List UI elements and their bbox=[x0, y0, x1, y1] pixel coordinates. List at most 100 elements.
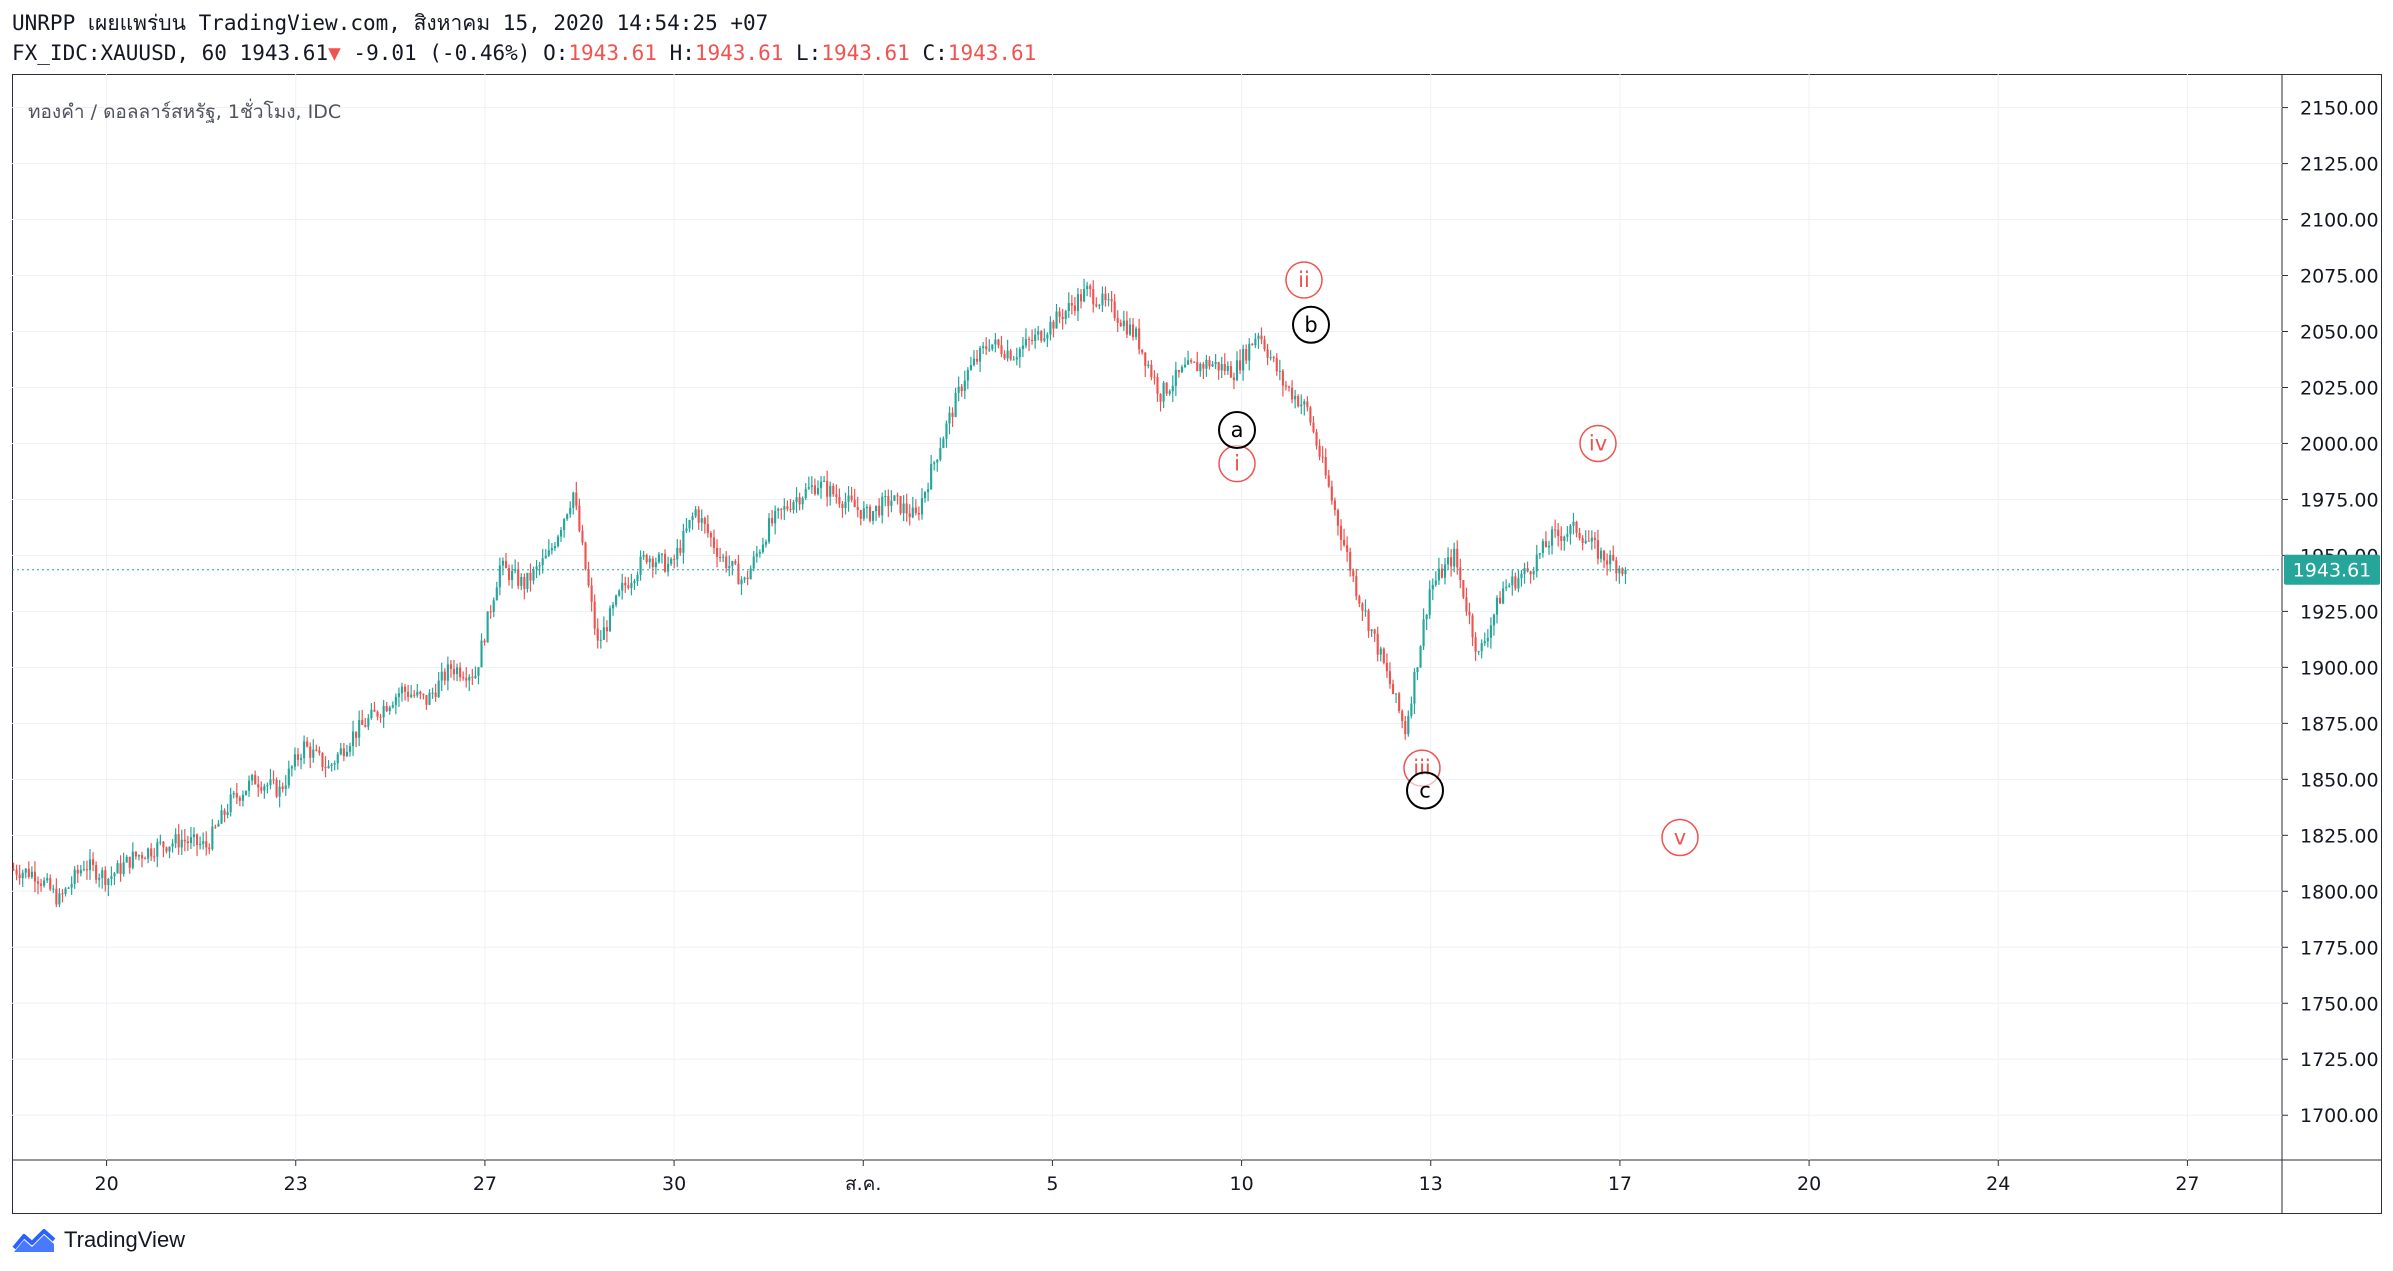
candle-body bbox=[24, 868, 27, 873]
candle-body bbox=[168, 846, 171, 852]
candle-body bbox=[480, 640, 483, 668]
candle-body bbox=[1382, 648, 1385, 663]
footer: TradingView bbox=[12, 1222, 185, 1258]
candle-body bbox=[1275, 358, 1278, 372]
candle-body bbox=[413, 694, 416, 696]
candle-body bbox=[1165, 382, 1168, 394]
candle-body bbox=[529, 572, 532, 581]
candle-body bbox=[1422, 619, 1425, 647]
candle-body bbox=[960, 386, 963, 392]
candle-body bbox=[299, 758, 303, 760]
candle-body bbox=[798, 497, 801, 505]
candle-body bbox=[183, 839, 186, 842]
candle-body bbox=[1358, 596, 1361, 604]
candle-body bbox=[76, 869, 79, 874]
candle-body bbox=[712, 537, 716, 548]
candle-body bbox=[514, 569, 517, 571]
candle-body bbox=[333, 763, 336, 765]
candle-body bbox=[1049, 321, 1052, 335]
candle-body bbox=[969, 365, 972, 370]
candle-body bbox=[1015, 357, 1018, 360]
candle-body bbox=[1465, 597, 1468, 612]
candle-body bbox=[835, 494, 838, 497]
chart-frame[interactable]: i ii iii iv v a b c 2150.00 2125.00 2100.00 2075.0… bbox=[12, 74, 2382, 1214]
candle-body bbox=[1563, 536, 1566, 541]
candle-body bbox=[618, 590, 621, 596]
wave-circle bbox=[1579, 424, 1617, 463]
candle-body bbox=[177, 834, 180, 848]
candle-body bbox=[1067, 303, 1070, 312]
candle-body bbox=[764, 541, 768, 545]
candle-body bbox=[1336, 510, 1340, 526]
candle-body bbox=[1511, 576, 1514, 586]
candle-body bbox=[994, 339, 997, 345]
candles bbox=[12, 278, 2282, 908]
candle-body bbox=[1407, 715, 1410, 735]
candle-body bbox=[933, 462, 936, 464]
candle-body bbox=[1486, 637, 1489, 642]
candle-body bbox=[1550, 529, 1554, 546]
candle-body bbox=[1128, 324, 1132, 335]
candle-body bbox=[122, 862, 125, 874]
candle-body bbox=[1342, 539, 1346, 546]
candle-body bbox=[1211, 364, 1214, 367]
candle-body bbox=[1321, 456, 1324, 458]
price-axis[interactable]: 2150.00 2125.00 2100.00 2075.00 2050.00 2025.… bbox=[2282, 98, 2380, 1128]
time-axis[interactable]: 20 23 27 30 ส.ค. 5 10 13 17 20 24 27 bbox=[94, 1160, 2200, 1195]
candle-body bbox=[186, 841, 189, 843]
candle-body bbox=[813, 485, 816, 495]
wave-label: b bbox=[1304, 313, 1317, 337]
candle-body bbox=[134, 851, 137, 857]
candle-body bbox=[376, 711, 379, 717]
candle-body bbox=[862, 508, 865, 519]
candle-body bbox=[1514, 576, 1517, 589]
candle-body bbox=[1517, 578, 1520, 589]
candle-body bbox=[1131, 324, 1135, 337]
candle-body bbox=[88, 859, 92, 871]
candle-body bbox=[492, 600, 495, 612]
candle-body bbox=[214, 826, 217, 828]
candle-body bbox=[410, 694, 413, 697]
candle-body bbox=[832, 485, 835, 495]
candle-body bbox=[1624, 569, 1627, 574]
candle-body bbox=[728, 566, 731, 569]
price-tick-label: 1800.00 bbox=[2300, 881, 2379, 903]
candle-body bbox=[1208, 360, 1211, 367]
candle-body bbox=[1361, 603, 1364, 611]
candle-body bbox=[131, 851, 134, 868]
candle-body bbox=[908, 513, 911, 518]
candle-body bbox=[905, 503, 908, 514]
candle-body bbox=[899, 496, 902, 514]
last-price-value: 1943.61 bbox=[239, 41, 329, 65]
candle-body bbox=[783, 506, 786, 510]
candle-body bbox=[538, 565, 541, 567]
candle-body bbox=[725, 556, 728, 569]
wave-label: ii bbox=[1298, 268, 1310, 292]
candle-body bbox=[159, 841, 162, 843]
candle-body bbox=[1339, 525, 1343, 540]
candle-body bbox=[1040, 331, 1043, 341]
candle-body bbox=[890, 500, 893, 506]
candle-body bbox=[1245, 349, 1248, 361]
candle-body bbox=[991, 344, 994, 350]
candle-body bbox=[1168, 391, 1171, 394]
candle-body bbox=[150, 848, 153, 857]
candle-body bbox=[1187, 360, 1190, 365]
candle-body bbox=[443, 671, 446, 681]
candle-body bbox=[902, 503, 905, 514]
candle-body bbox=[275, 779, 278, 797]
price-tick-label: 2000.00 bbox=[2300, 433, 2379, 455]
candle-body bbox=[544, 555, 547, 559]
candle-body bbox=[627, 585, 630, 588]
candle-body bbox=[982, 346, 985, 348]
candle-body bbox=[1190, 360, 1193, 362]
last-price-tag bbox=[2284, 554, 2380, 585]
candle-body bbox=[657, 554, 660, 563]
candle-body bbox=[599, 639, 602, 641]
low-value: 1943.61 bbox=[821, 41, 910, 65]
candle-body bbox=[654, 562, 657, 568]
candle-body bbox=[868, 506, 872, 521]
candle-body bbox=[511, 570, 514, 580]
candle-body bbox=[804, 488, 807, 499]
